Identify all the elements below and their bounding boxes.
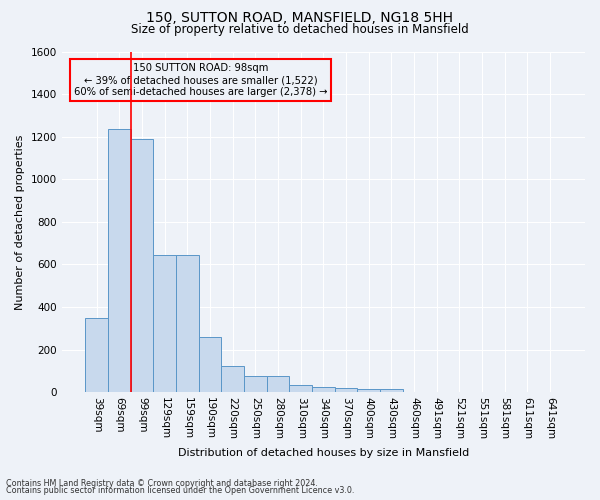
Bar xyxy=(335,388,358,392)
Text: 150, SUTTON ROAD, MANSFIELD, NG18 5HH: 150, SUTTON ROAD, MANSFIELD, NG18 5HH xyxy=(146,11,454,25)
Bar xyxy=(289,384,312,392)
Text: 150 SUTTON ROAD: 98sqm
← 39% of detached houses are smaller (1,522)
60% of semi-: 150 SUTTON ROAD: 98sqm ← 39% of detached… xyxy=(74,64,327,96)
Bar xyxy=(244,376,266,392)
Bar xyxy=(85,318,108,392)
Bar xyxy=(358,389,380,392)
X-axis label: Distribution of detached houses by size in Mansfield: Distribution of detached houses by size … xyxy=(178,448,469,458)
Y-axis label: Number of detached properties: Number of detached properties xyxy=(15,134,25,310)
Bar xyxy=(108,129,131,392)
Bar xyxy=(312,388,335,392)
Bar xyxy=(266,376,289,392)
Bar xyxy=(154,255,176,392)
Bar xyxy=(199,337,221,392)
Text: Contains HM Land Registry data © Crown copyright and database right 2024.: Contains HM Land Registry data © Crown c… xyxy=(6,478,318,488)
Bar xyxy=(380,389,403,392)
Text: Contains public sector information licensed under the Open Government Licence v3: Contains public sector information licen… xyxy=(6,486,355,495)
Bar xyxy=(176,255,199,392)
Text: Size of property relative to detached houses in Mansfield: Size of property relative to detached ho… xyxy=(131,22,469,36)
Bar xyxy=(131,139,154,392)
Bar xyxy=(221,366,244,392)
